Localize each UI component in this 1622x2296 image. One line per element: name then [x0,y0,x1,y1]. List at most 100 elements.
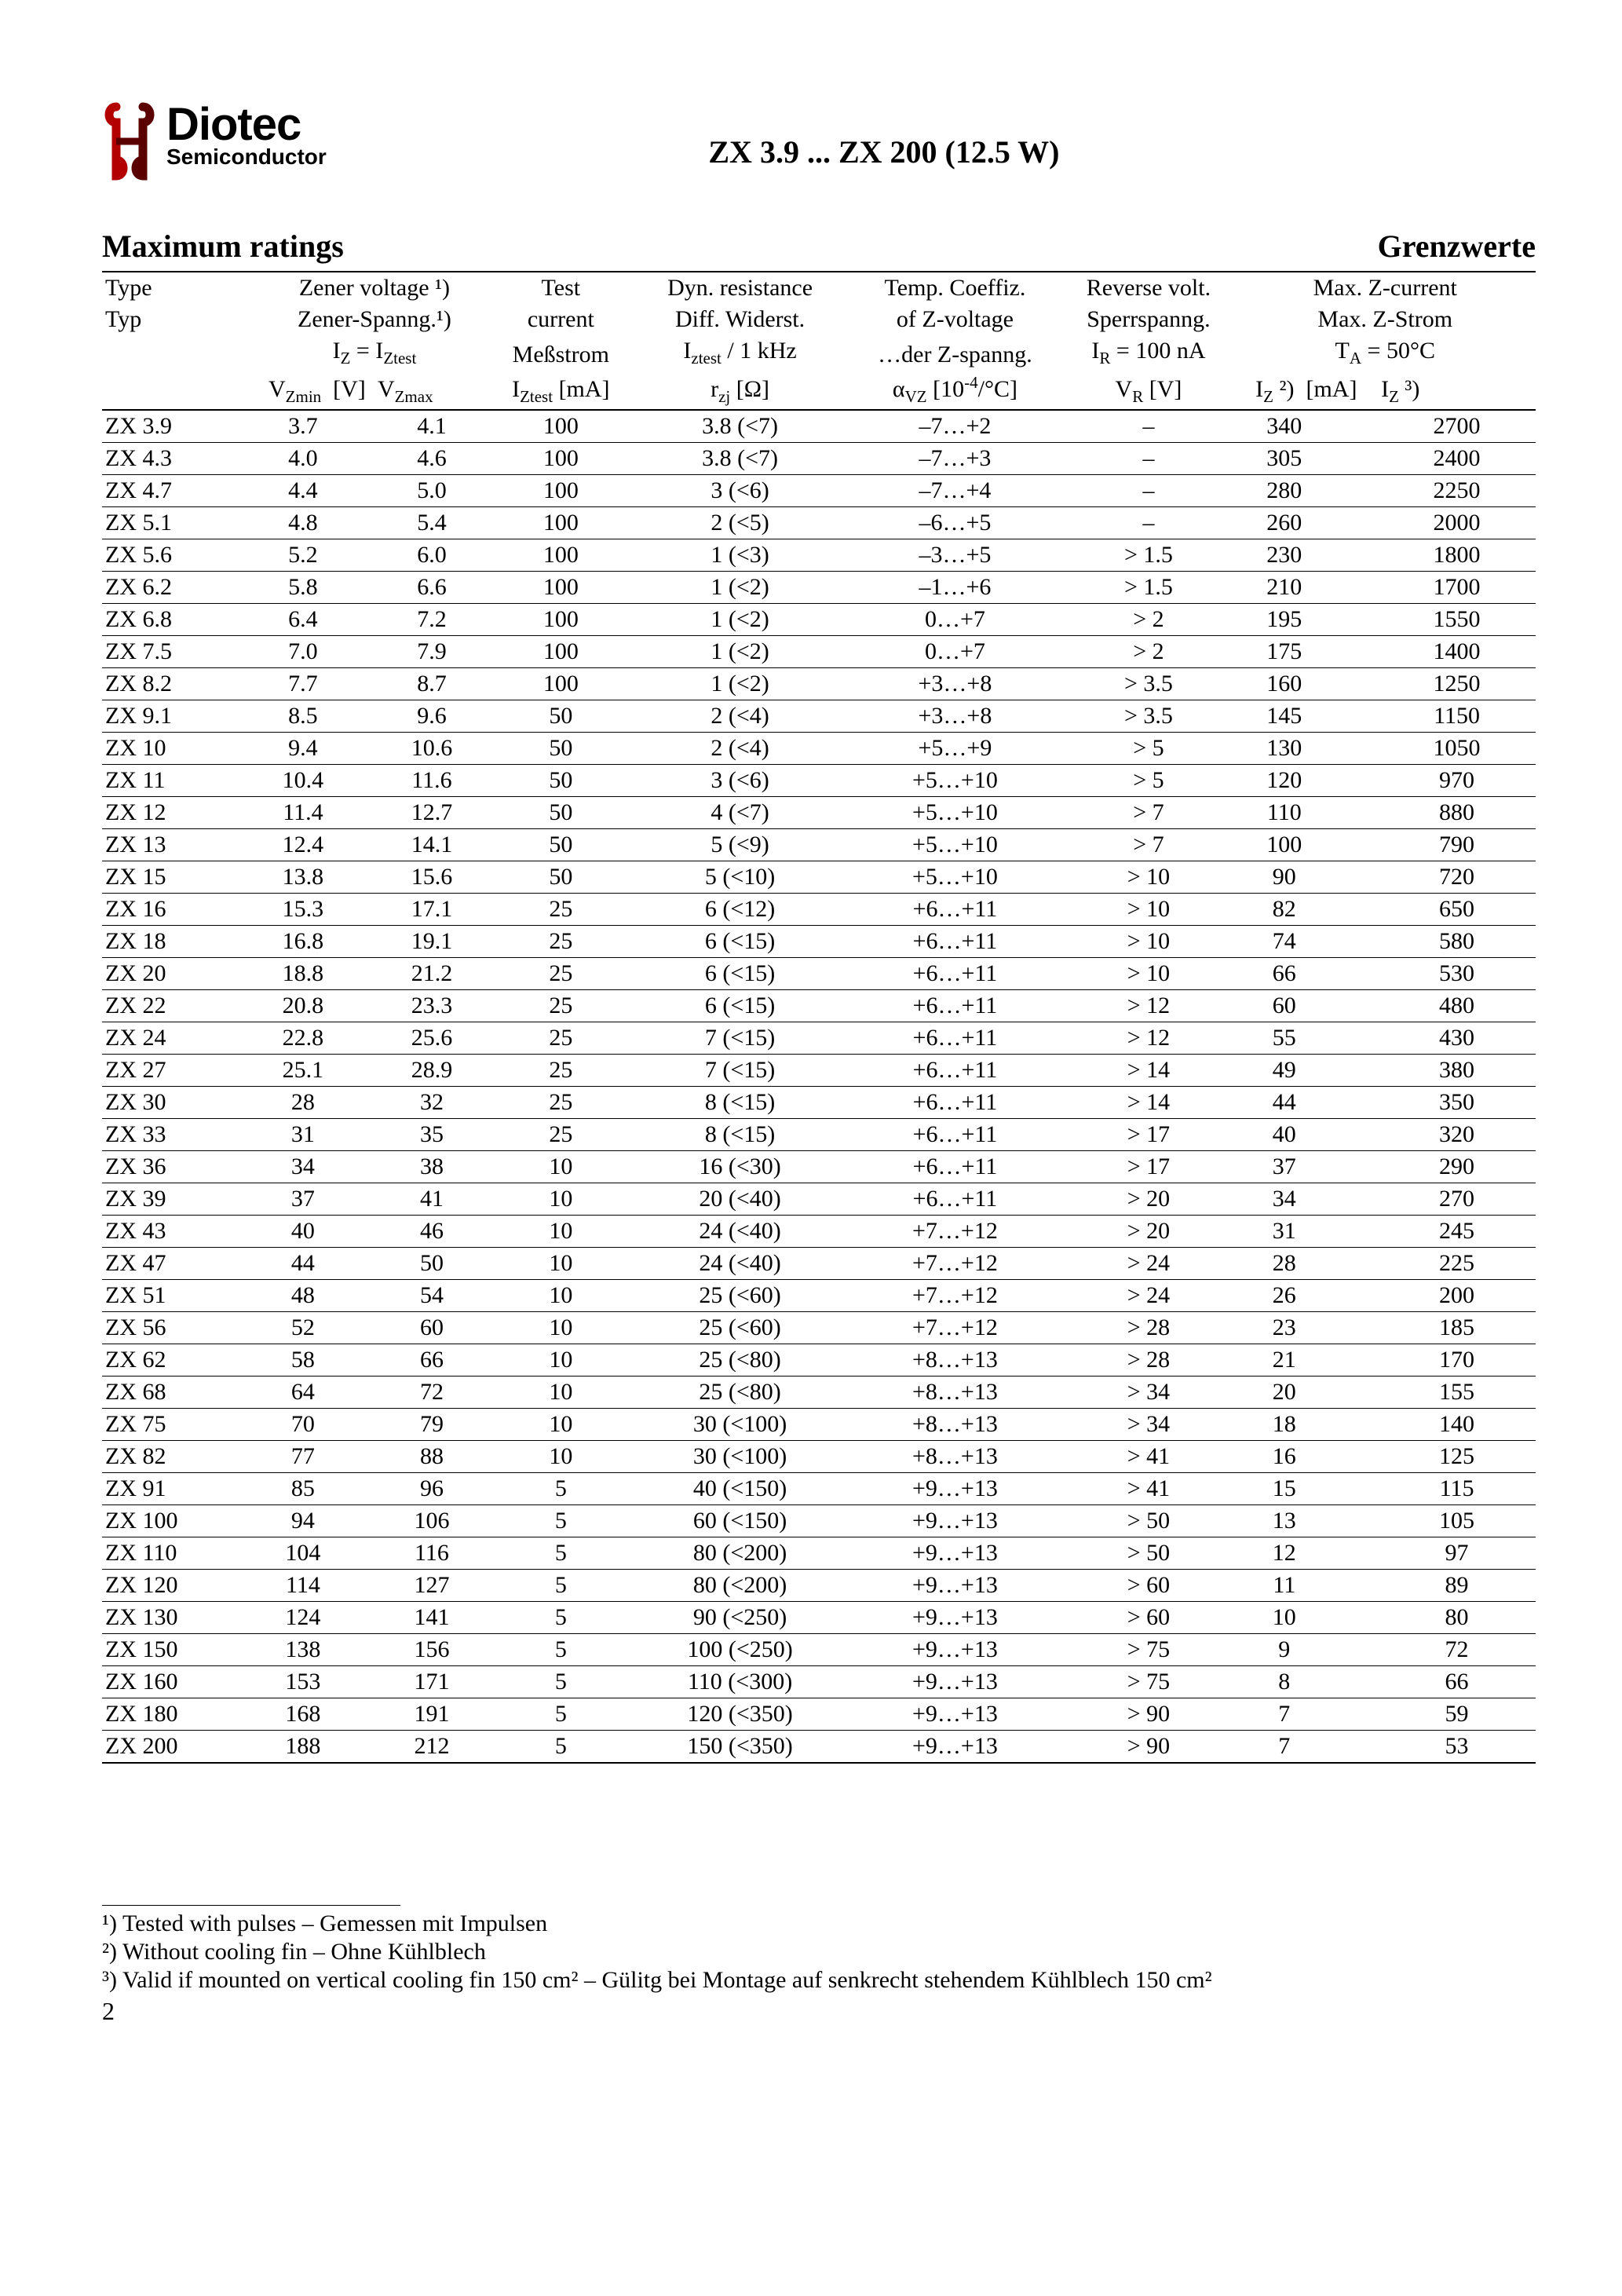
cell: 10 [489,1280,633,1312]
cell: +5…+10 [848,861,1063,894]
cell: > 5 [1062,733,1234,765]
cell: 200 [1378,1280,1536,1312]
cell: 54 [374,1280,489,1312]
cell: 120 (<350) [633,1698,848,1731]
cell: ZX 130 [102,1602,260,1634]
cell: 25.1 [260,1055,374,1087]
table-row: ZX 4744501024 (<40)+7…+12> 2428225 [102,1248,1536,1280]
cell: +3…+8 [848,700,1063,733]
cell: > 12 [1062,990,1234,1022]
cell: 26 [1235,1280,1379,1312]
cell: 430 [1378,1022,1536,1055]
cell: 260 [1235,507,1379,539]
cell: > 5 [1062,765,1234,797]
cell: 60 (<150) [633,1505,848,1537]
cell: 100 [489,443,633,475]
cell: 141 [374,1602,489,1634]
cell: > 41 [1062,1441,1234,1473]
cell: 16 [1235,1441,1379,1473]
cell: 650 [1378,894,1536,926]
table-row: ZX 6258661025 (<80)+8…+13> 2821170 [102,1344,1536,1377]
ratings-table: Type Zener voltage ¹) Test Dyn. resistan… [102,271,1536,1764]
cell: +8…+13 [848,1441,1063,1473]
cell: 21.2 [374,958,489,990]
cell: 23.3 [374,990,489,1022]
cell: 10 [489,1312,633,1344]
col-type-de: Typ [102,304,260,335]
cell: ZX 3.9 [102,410,260,443]
cell: ZX 16 [102,894,260,926]
cell: > 75 [1062,1634,1234,1666]
cell: 138 [260,1634,374,1666]
cell: 5 [489,1731,633,1764]
cell: 6.0 [374,539,489,572]
table-row: ZX 109.410.6502 (<4)+5…+9> 51301050 [102,733,1536,765]
cell: > 60 [1062,1602,1234,1634]
cell: > 90 [1062,1698,1234,1731]
cell: +9…+13 [848,1473,1063,1505]
cell: 5 (<9) [633,829,848,861]
cell: 80 (<200) [633,1570,848,1602]
cell: 11.6 [374,765,489,797]
cell: +5…+9 [848,733,1063,765]
col-test-2: current [489,304,633,335]
cell: > 10 [1062,861,1234,894]
cell: 5.2 [260,539,374,572]
cell: 88 [374,1441,489,1473]
table-row: ZX 1601531715110 (<300)+9…+13> 75866 [102,1666,1536,1698]
cell: > 34 [1062,1377,1234,1409]
cell: +7…+12 [848,1280,1063,1312]
cell: 114 [260,1570,374,1602]
cell: 115 [1378,1473,1536,1505]
cell: 49 [1235,1055,1379,1087]
col-rv-3: IR = 100 nA [1062,335,1234,371]
cell: ZX 33 [102,1119,260,1151]
cell: 40 [260,1216,374,1248]
cell: > 10 [1062,926,1234,958]
col-iz2: IZ ²) [mA] [1235,371,1379,410]
cell: 10.6 [374,733,489,765]
cell: 50 [489,700,633,733]
cell: ZX 75 [102,1409,260,1441]
col-test-3: Meßstrom [489,335,633,371]
cell: 9.4 [260,733,374,765]
table-row: ZX 1110.411.6503 (<6)+5…+10> 5120970 [102,765,1536,797]
cell: 25 [489,1119,633,1151]
cell: 46 [374,1216,489,1248]
cell: ZX 36 [102,1151,260,1183]
col-zener-voltage: Zener voltage ¹) [260,272,489,304]
table-row: ZX 5148541025 (<60)+7…+12> 2426200 [102,1280,1536,1312]
cell: 7.0 [260,636,374,668]
table-row: ZX 5.65.26.01001 (<3)–3…+5> 1.52301800 [102,539,1536,572]
cell: 25 [489,1055,633,1087]
table-row: ZX 9.18.59.6502 (<4)+3…+8> 3.51451150 [102,700,1536,733]
table-row: ZX 7570791030 (<100)+8…+13> 3418140 [102,1409,1536,1441]
cell: 1800 [1378,539,1536,572]
table-row: ZX 4.34.04.61003.8 (<7)–7…+3–3052400 [102,443,1536,475]
cell: ZX 180 [102,1698,260,1731]
cell: 25.6 [374,1022,489,1055]
cell: 66 [1378,1666,1536,1698]
col-dyn-3: Iztest / 1 kHz [633,335,848,371]
cell: 70 [260,1409,374,1441]
cell: 8.5 [260,700,374,733]
cell: 5 [489,1505,633,1537]
cell: 130 [1235,733,1379,765]
cell: 188 [260,1731,374,1764]
cell: 40 [1235,1119,1379,1151]
cell: –7…+3 [848,443,1063,475]
cell: 6.6 [374,572,489,604]
cell: 44 [1235,1087,1379,1119]
col-tc-3: …der Z-spanng. [848,335,1063,371]
cell: 1250 [1378,668,1536,700]
section-heading-right: Grenzwerte [1378,228,1536,265]
cell: > 2 [1062,604,1234,636]
cell: 25 (<60) [633,1280,848,1312]
footnotes: ¹) Tested with pulses – Gemessen mit Imp… [102,1905,1536,2026]
cell: 2 (<4) [633,700,848,733]
cell: 124 [260,1602,374,1634]
cell: 50 [489,861,633,894]
cell: ZX 13 [102,829,260,861]
cell: ZX 43 [102,1216,260,1248]
cell: 72 [1378,1634,1536,1666]
